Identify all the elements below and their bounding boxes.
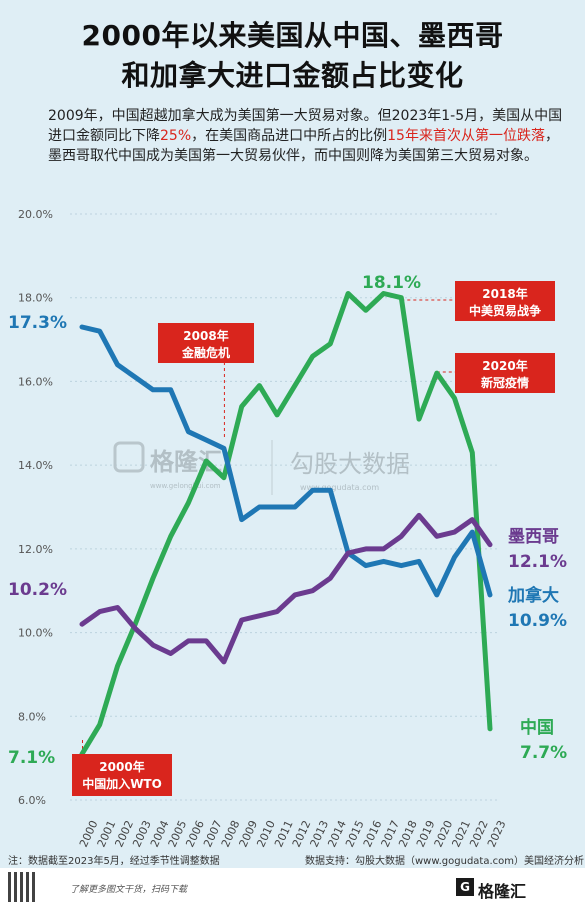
qr-text: 了解更多图文干货，扫码下载 bbox=[70, 885, 188, 895]
chart-title-line2: 和加拿大进口金额占比变化 bbox=[121, 59, 464, 92]
brand-logo-icon: G bbox=[456, 878, 474, 896]
footnote: 注：数据截至2023年5月，经过季节性调整数据 bbox=[8, 856, 220, 867]
data-label-china-end: 7.7% bbox=[520, 743, 567, 763]
y-tick-label: 18.0% bbox=[18, 292, 53, 305]
data-label-mexico-start: 10.2% bbox=[8, 580, 67, 600]
qr-code-icon[interactable] bbox=[8, 872, 38, 902]
y-tick-label: 6.0% bbox=[18, 794, 46, 807]
annotation-label: 金融危机 bbox=[181, 345, 230, 360]
annotation-label: 2000年 bbox=[99, 759, 144, 774]
data-label-china-start: 7.1% bbox=[8, 748, 55, 768]
annotation-box bbox=[455, 353, 555, 393]
chart-title-line1: 2000年以来美国从中国、墨西哥 bbox=[81, 19, 504, 52]
annotation-label: 2008年 bbox=[183, 328, 228, 343]
description-part1: 2009年，中国超越加拿大成为美国第一大贸易对象。但2023年1-5月，美国从中… bbox=[48, 108, 563, 144]
series-line-墨西哥 bbox=[79, 512, 493, 665]
data-label-china-peak: 18.1% bbox=[362, 273, 421, 293]
series-line-加拿大 bbox=[79, 324, 493, 598]
annotation-label: 新冠疫情 bbox=[481, 375, 529, 390]
description-part3: ，墨西哥取代中国成为美国第一大贸易伙伴，而中国则降为美国第三大贸易对象。 bbox=[48, 128, 559, 164]
y-tick-label: 20.0% bbox=[18, 208, 53, 221]
legend-label-canada: 加拿大 bbox=[507, 585, 559, 606]
annotation-box bbox=[455, 281, 555, 321]
watermark-url: www.gelonghui.com bbox=[150, 482, 221, 490]
brand-name: 格隆汇 bbox=[478, 882, 527, 901]
bottom-bar bbox=[0, 868, 585, 904]
legend-label-china: 中国 bbox=[520, 717, 554, 738]
description-highlight1: 25% bbox=[160, 128, 192, 144]
description-part2: ，在美国商品进口中所占的比例 bbox=[191, 128, 388, 144]
description-highlight2: 15年来首次从第一位跌落 bbox=[387, 128, 545, 144]
annotation-label: 中国加入WTO bbox=[82, 776, 162, 791]
description: 2009年，中国超越加拿大成为美国第一大贸易对象。但2023年1-5月，美国从中… bbox=[48, 106, 568, 166]
y-tick-label: 12.0% bbox=[18, 543, 53, 556]
annotation-box bbox=[158, 323, 254, 363]
annotation-label: 中美贸易战争 bbox=[469, 303, 541, 318]
watermark-text: 格隆汇 bbox=[150, 448, 222, 476]
series-line-中国 bbox=[79, 291, 493, 757]
annotation-label: 2020年 bbox=[482, 358, 527, 373]
y-tick-label: 10.0% bbox=[18, 627, 53, 640]
y-tick-label: 14.0% bbox=[18, 459, 53, 472]
data-label-mexico-end: 12.1% bbox=[508, 552, 567, 572]
watermark-text: 勾股大数据 bbox=[290, 450, 410, 478]
y-tick-label: 16.0% bbox=[18, 375, 53, 388]
y-tick-label: 8.0% bbox=[18, 710, 46, 723]
watermark-url: www.gogudata.com bbox=[300, 483, 379, 492]
data-label-canada-start: 17.3% bbox=[8, 313, 67, 333]
annotation-box bbox=[72, 754, 172, 796]
watermark-logo-icon bbox=[113, 441, 145, 473]
legend-label-mexico: 墨西哥 bbox=[508, 527, 559, 547]
annotation-label: 2018年 bbox=[482, 286, 527, 301]
data-label-canada-end: 10.9% bbox=[508, 611, 567, 631]
